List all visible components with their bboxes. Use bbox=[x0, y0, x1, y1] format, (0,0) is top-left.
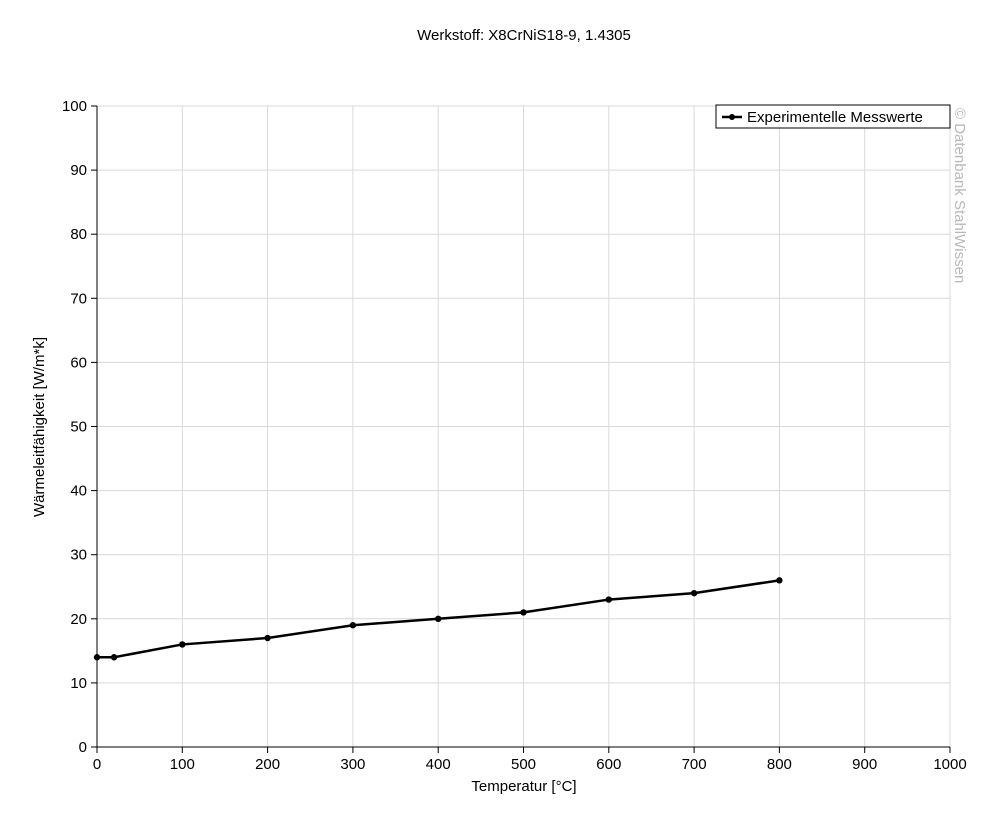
data-point bbox=[435, 615, 442, 622]
legend: Experimentelle Messwerte bbox=[715, 104, 951, 129]
y-tick-label: 50 bbox=[70, 419, 87, 436]
legend-label: Experimentelle Messwerte bbox=[747, 109, 923, 126]
x-tick-label: 600 bbox=[596, 756, 621, 773]
chart-title: Werkstoff: X8CrNiS18-9, 1.4305 bbox=[417, 27, 631, 44]
data-point bbox=[93, 654, 101, 661]
x-tick-label: 200 bbox=[255, 756, 280, 773]
data-point bbox=[520, 609, 527, 616]
watermark: © Datenbank StahlWissen bbox=[951, 108, 968, 283]
x-tick-label: 500 bbox=[511, 756, 536, 773]
y-tick-label: 10 bbox=[70, 675, 87, 692]
y-axis-label: Wärmeleitfähigkeit [W/m*k] bbox=[31, 337, 48, 517]
y-tick-label: 30 bbox=[70, 547, 87, 564]
y-tick-label: 40 bbox=[70, 483, 87, 500]
legend-box bbox=[715, 104, 951, 129]
y-tick-label: 90 bbox=[70, 162, 87, 179]
x-tick-label: 800 bbox=[767, 756, 792, 773]
x-axis-ticks: 0 100 200 300 400 500 600 700 800 900 1000 bbox=[93, 747, 967, 773]
y-tick-label: 80 bbox=[70, 226, 87, 243]
y-axis-ticks: 0 10 20 30 40 50 60 70 80 90 100 bbox=[62, 98, 97, 756]
x-tick-label: 0 bbox=[93, 756, 101, 773]
x-tick-label: 700 bbox=[682, 756, 707, 773]
x-tick-label: 100 bbox=[170, 756, 195, 773]
x-tick-label: 1000 bbox=[933, 756, 966, 773]
y-tick-label: 20 bbox=[70, 611, 87, 628]
data-point bbox=[179, 641, 186, 648]
data-point bbox=[110, 654, 118, 661]
x-axis-label: Temperatur [°C] bbox=[471, 778, 576, 795]
y-tick-label: 100 bbox=[62, 98, 87, 115]
x-tick-label: 900 bbox=[852, 756, 877, 773]
data-point bbox=[690, 589, 698, 597]
data-point bbox=[605, 596, 612, 603]
data-point bbox=[776, 577, 783, 584]
series-layer bbox=[93, 577, 783, 661]
x-tick-label: 300 bbox=[340, 756, 365, 773]
y-tick-label: 0 bbox=[79, 739, 87, 756]
legend-point-marker bbox=[729, 114, 735, 120]
series-line bbox=[97, 579, 780, 659]
data-point bbox=[264, 634, 271, 642]
y-tick-label: 70 bbox=[70, 290, 87, 307]
grid bbox=[96, 105, 951, 748]
data-point bbox=[349, 622, 357, 629]
x-tick-label: 400 bbox=[426, 756, 451, 773]
y-tick-label: 60 bbox=[70, 354, 87, 371]
